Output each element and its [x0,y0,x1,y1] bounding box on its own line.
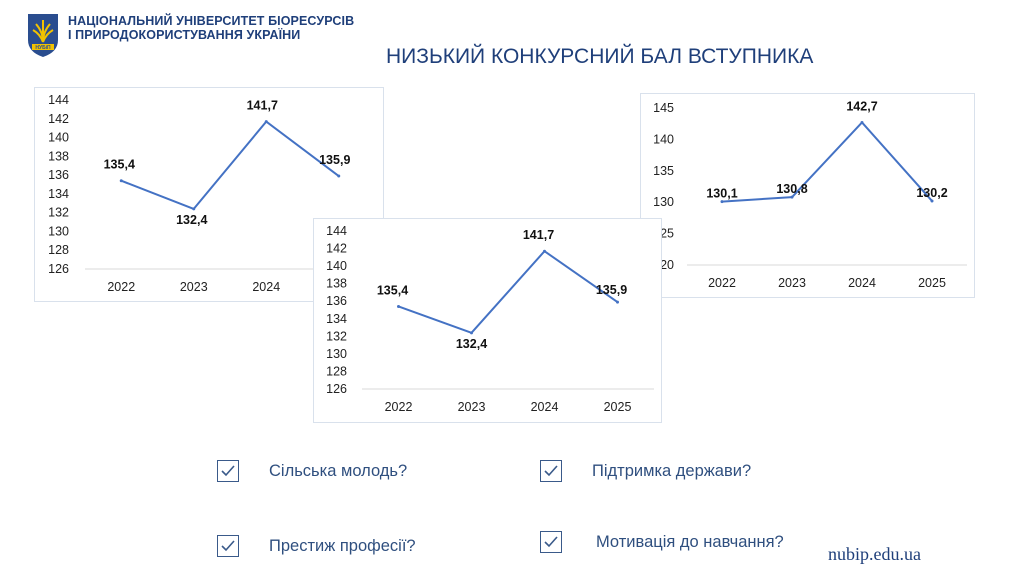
data-point [470,331,473,335]
y-tick-label: 142 [48,112,69,126]
data-point [192,207,196,211]
y-tick-label: 135 [653,164,674,178]
site-url[interactable]: nubip.edu.ua [828,544,921,564]
university-name: НАЦІОНАЛЬНИЙ УНІВЕРСИТЕТ БІОРЕСУРСІВ І П… [68,14,354,42]
university-name-line2: І ПРИРОДОКОРИСТУВАННЯ УКРАЇНИ [68,28,301,42]
checklist-item-rural-youth: Сільська молодь? [217,460,517,488]
data-point [543,249,546,253]
y-tick-label: 140 [326,259,347,273]
data-point [119,179,123,183]
y-tick-label: 134 [48,187,69,201]
checkmark-icon [544,536,558,548]
x-tick-label: 2023 [180,280,208,294]
y-tick-label: 145 [653,101,674,115]
series-line [721,121,933,203]
checklist-label: Престиж професії? [269,537,416,555]
data-point [860,120,864,124]
checkmark-icon [544,465,558,477]
checkmark-icon [221,540,235,552]
data-label: 132,4 [176,213,207,227]
x-tick-label: 2025 [918,276,946,290]
checkbox[interactable] [217,535,239,557]
checklist-label: Сільська молодь? [269,462,408,480]
x-tick-label: 2025 [604,400,632,414]
checklist-item-prestige: Престиж професії? [217,535,517,563]
x-tick-label: 2022 [708,276,736,290]
logo-text: НУБіП [35,45,51,51]
data-point [930,199,934,203]
y-tick-label: 138 [48,149,69,163]
y-tick-label: 128 [326,364,347,378]
y-tick-label: 130 [326,347,347,361]
y-tick-label: 130 [48,224,69,238]
slide-title: НИЗЬКИЙ КОНКУРСНИЙ БАЛ ВСТУПНИКА [386,45,814,68]
y-tick-label: 140 [653,132,674,146]
y-tick-label: 136 [326,294,347,308]
checklist-item-motivation: Мотивація до навчання? [540,531,840,559]
university-name-line1: НАЦІОНАЛЬНИЙ УНІВЕРСИТЕТ БІОРЕСУРСІВ [68,14,355,28]
data-label: 141,7 [247,99,278,113]
chart-center: 126 128 130 132 134 136 138 140 142 144 2022 2023 20… [313,218,662,423]
y-tick-label: 142 [326,242,347,256]
y-tick-label: 136 [48,168,69,182]
x-tick-label: 2024 [848,276,876,290]
checkbox[interactable] [540,531,562,553]
x-tick-label: 2022 [107,280,135,294]
y-tick-label: 140 [48,131,69,145]
series-line [120,120,340,210]
data-point [397,304,400,308]
series-line [398,250,619,334]
data-point [790,195,794,199]
data-point [616,300,619,304]
university-logo: НУБіП [28,14,58,57]
checklist-item-state-support: Підтримка держави? [540,460,840,488]
checklist-label: Мотивація до навчання? [596,533,784,551]
checkbox[interactable] [540,460,562,482]
x-tick-label: 2022 [385,400,413,414]
y-tick-label: 144 [48,93,69,107]
data-label: 130,2 [916,186,947,200]
y-tick-label: 126 [326,382,347,396]
x-tick-label: 2023 [778,276,806,290]
x-tick-label: 2024 [531,400,559,414]
chart-right: 120 125 130 135 140 145 2022 2023 2024 2025 130,1 1… [640,93,975,298]
checkbox[interactable] [217,460,239,482]
data-point [720,200,724,204]
checklist-label: Підтримка держави? [592,462,752,480]
y-tick-label: 132 [326,329,347,343]
y-tick-label: 138 [326,277,347,291]
data-point [264,120,268,124]
data-label: 135,9 [596,283,627,297]
y-tick-label: 144 [326,224,347,238]
data-label: 130,1 [706,187,737,201]
data-label: 142,7 [846,99,877,113]
y-tick-label: 126 [48,262,69,276]
data-point [337,174,341,178]
x-tick-label: 2023 [458,400,486,414]
y-tick-label: 130 [653,195,674,209]
data-label: 141,7 [523,228,554,242]
x-tick-label: 2024 [252,280,280,294]
data-label: 130,8 [776,182,807,196]
y-tick-label: 128 [48,243,69,257]
y-tick-label: 132 [48,206,69,220]
checkmark-icon [221,465,235,477]
data-label: 135,4 [377,283,408,297]
data-label: 135,4 [104,158,135,172]
y-tick-label: 134 [326,312,347,326]
data-label: 132,4 [456,337,487,351]
data-label: 135,9 [319,153,350,167]
